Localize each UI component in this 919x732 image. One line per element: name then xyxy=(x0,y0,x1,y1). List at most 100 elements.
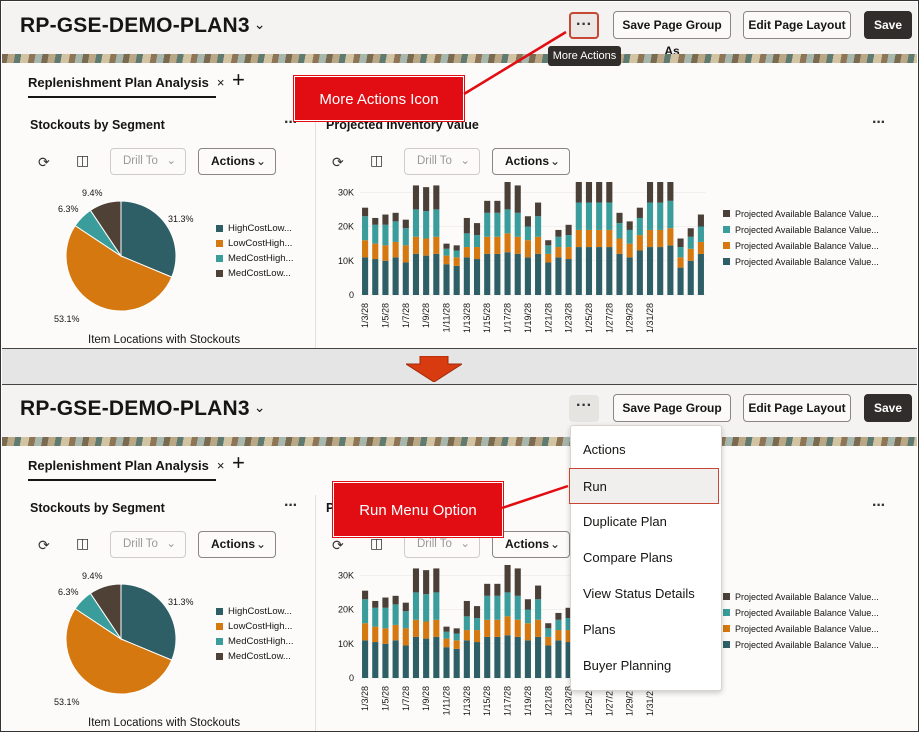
menu-item-actions[interactable]: Actions xyxy=(583,442,626,457)
bar-segment[interactable] xyxy=(443,631,450,639)
bar-segment[interactable] xyxy=(504,616,511,636)
bar-segment[interactable] xyxy=(524,640,531,678)
bar-segment[interactable] xyxy=(412,209,420,237)
view-settings-icon[interactable]: ◫ xyxy=(76,535,90,551)
bar-segment[interactable] xyxy=(392,595,399,605)
bar-segment[interactable] xyxy=(697,226,704,242)
bar-segment[interactable] xyxy=(535,599,542,620)
bar-segment[interactable] xyxy=(585,202,593,230)
bar-segment[interactable] xyxy=(565,247,572,260)
bar-segment[interactable] xyxy=(555,630,562,641)
actions-select[interactable]: Actions ⌄ xyxy=(492,148,570,175)
legend-item[interactable]: MedCostHigh... xyxy=(216,253,293,264)
refresh-icon[interactable]: ⟳ xyxy=(38,154,50,170)
bar-segment[interactable] xyxy=(423,255,430,295)
bar-segment[interactable] xyxy=(433,636,440,678)
legend-label[interactable]: Projected Available Balance Value... xyxy=(735,640,879,650)
bar-segment[interactable] xyxy=(423,211,430,239)
bar-segment[interactable] xyxy=(494,236,501,254)
bar-segment[interactable] xyxy=(443,626,450,632)
bar-segment[interactable] xyxy=(657,229,664,248)
bar-segment[interactable] xyxy=(575,229,582,248)
bar-segment[interactable] xyxy=(463,640,470,678)
bar-segment[interactable] xyxy=(555,236,562,248)
bar-segment[interactable] xyxy=(514,236,521,254)
bar-segment[interactable] xyxy=(372,243,379,260)
legend-label[interactable]: Projected Available Balance Value... xyxy=(735,225,879,235)
bar-segment[interactable] xyxy=(473,247,481,260)
more-actions-button[interactable]: ··· xyxy=(569,395,599,422)
bar-segment[interactable] xyxy=(494,253,501,295)
bar-segment[interactable] xyxy=(514,212,521,237)
bar-segment[interactable] xyxy=(443,243,450,249)
bar-segment[interactable] xyxy=(575,182,582,203)
bar-segment[interactable] xyxy=(524,623,531,641)
bar-segment[interactable] xyxy=(545,245,552,254)
close-icon[interactable]: × xyxy=(216,75,225,90)
bar-segment[interactable] xyxy=(484,212,491,237)
bar-segment[interactable] xyxy=(687,228,694,237)
menu-item-buyer-planning[interactable]: Buyer Planning xyxy=(583,658,672,673)
pie-slice[interactable] xyxy=(65,224,173,312)
pie-slice[interactable] xyxy=(89,200,122,258)
bar-segment[interactable] xyxy=(667,182,674,201)
save-button[interactable]: Save xyxy=(864,394,912,422)
bar-segment[interactable] xyxy=(606,247,613,295)
legend-item[interactable]: MedCostHigh... xyxy=(216,636,293,647)
bar-segment[interactable] xyxy=(402,228,409,246)
bar-segment[interactable] xyxy=(463,217,470,234)
bar-segment[interactable] xyxy=(433,209,440,237)
bar-segment[interactable] xyxy=(504,592,511,617)
bar-segment[interactable] xyxy=(362,257,369,295)
edit-page-layout-button[interactable]: Edit Page Layout xyxy=(743,394,851,422)
bar-segment[interactable] xyxy=(412,236,420,254)
bar-segment[interactable] xyxy=(687,236,694,249)
bar-segment[interactable] xyxy=(423,594,430,622)
pie-slice[interactable] xyxy=(120,200,177,278)
bar-segment[interactable] xyxy=(494,212,501,237)
bar-segment[interactable] xyxy=(412,619,420,637)
bar-segment[interactable] xyxy=(677,257,684,268)
bar-segment[interactable] xyxy=(484,636,491,678)
actions-select[interactable]: Actions ⌄ xyxy=(198,148,276,175)
bar-segment[interactable] xyxy=(585,229,593,248)
bar-segment[interactable] xyxy=(382,245,389,261)
bar-segment[interactable] xyxy=(697,241,704,254)
bar-segment[interactable] xyxy=(626,243,633,258)
bar-segment[interactable] xyxy=(372,217,379,225)
bar-segment[interactable] xyxy=(443,264,450,295)
tab-replenishment-plan-analysis[interactable]: Replenishment Plan Analysis × xyxy=(28,75,224,90)
actions-select[interactable]: Actions ⌄ xyxy=(492,531,570,558)
close-icon[interactable]: × xyxy=(216,458,225,473)
bar-segment[interactable] xyxy=(392,257,399,295)
bar-segment[interactable] xyxy=(524,240,531,258)
bar-segment[interactable] xyxy=(463,233,470,248)
bar-segment[interactable] xyxy=(545,623,552,629)
bar-segment[interactable] xyxy=(545,628,552,637)
bar-segment[interactable] xyxy=(392,212,399,222)
bar-segment[interactable] xyxy=(524,257,531,295)
bar-segment[interactable] xyxy=(392,604,399,625)
legend-label[interactable]: Projected Available Balance Value... xyxy=(735,241,879,251)
bar-segment[interactable] xyxy=(473,630,481,643)
bar-segment[interactable] xyxy=(453,648,460,678)
bar-segment[interactable] xyxy=(514,636,521,678)
bar-segment[interactable] xyxy=(504,565,511,593)
view-settings-icon[interactable]: ◫ xyxy=(370,535,384,551)
bar-segment[interactable] xyxy=(636,250,643,295)
view-settings-icon[interactable]: ◫ xyxy=(76,152,90,168)
drill-to-select[interactable]: Drill To ⌄ xyxy=(110,148,186,175)
bar-segment[interactable] xyxy=(636,207,643,218)
bar-segment[interactable] xyxy=(626,229,633,244)
bar-segment[interactable] xyxy=(382,224,389,246)
bar-segment[interactable] xyxy=(657,247,664,295)
bar-segment[interactable] xyxy=(412,253,420,295)
bar-segment[interactable] xyxy=(463,257,470,295)
bar-segment[interactable] xyxy=(565,259,572,295)
bar-segment[interactable] xyxy=(382,597,389,608)
bar-segment[interactable] xyxy=(362,640,369,678)
bar-segment[interactable] xyxy=(687,260,694,295)
bar-segment[interactable] xyxy=(412,568,420,593)
legend-item[interactable]: HighCostLow... xyxy=(216,606,292,617)
bar-segment[interactable] xyxy=(473,618,481,631)
